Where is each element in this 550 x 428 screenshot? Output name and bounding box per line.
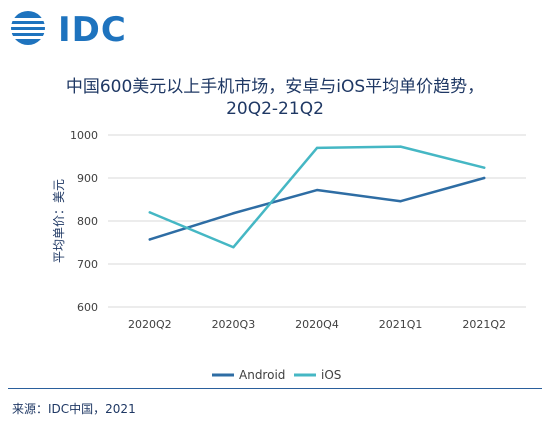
chart-title: 中国600美元以上手机市场，安卓与iOS平均单价趋势， <box>65 77 485 97</box>
legend-label: Android <box>239 368 285 382</box>
y-tick-labels: 1000 900 800 700 600 <box>70 129 98 314</box>
series-line-android <box>148 176 486 241</box>
x-tick-label: 2020Q2 <box>128 318 172 331</box>
legend: Android iOS <box>212 368 341 382</box>
logo-text: IDC <box>58 10 127 50</box>
data-point-ios <box>315 146 319 150</box>
y-tick-label: 900 <box>77 172 98 185</box>
data-point-ios <box>483 166 486 169</box>
data-point-android <box>483 176 486 180</box>
data-point-ios <box>148 211 151 214</box>
grid-lines <box>108 134 526 308</box>
series-line-ios <box>148 145 486 249</box>
data-point-ios <box>399 145 402 148</box>
y-tick-label: 1000 <box>70 129 98 142</box>
x-tick-label: 2020Q4 <box>295 318 339 331</box>
data-point-ios <box>232 246 235 249</box>
data-point-android <box>148 238 151 241</box>
chart-subtitle: 20Q2-21Q2 <box>226 99 324 119</box>
y-tick-label: 700 <box>77 258 98 271</box>
idc-logo: IDC <box>10 8 130 50</box>
data-point-android <box>399 200 402 203</box>
x-tick-labels: 2020Q2 2020Q3 2020Q4 2021Q1 2021Q2 <box>128 318 506 331</box>
data-point-android <box>232 212 235 215</box>
legend-label: iOS <box>321 368 341 382</box>
data-point-android <box>315 188 319 192</box>
series-lines <box>148 145 486 249</box>
globe-icon <box>11 11 45 45</box>
x-tick-label: 2021Q1 <box>379 318 423 331</box>
source-note: 来源：IDC中国，2021 <box>12 402 136 416</box>
x-tick-label: 2021Q2 <box>462 318 506 331</box>
y-tick-label: 600 <box>77 301 98 314</box>
y-tick-label: 800 <box>77 215 98 228</box>
x-tick-label: 2020Q3 <box>212 318 256 331</box>
y-axis-label: 平均单价：美元 <box>52 179 66 263</box>
footer-divider <box>8 388 542 389</box>
